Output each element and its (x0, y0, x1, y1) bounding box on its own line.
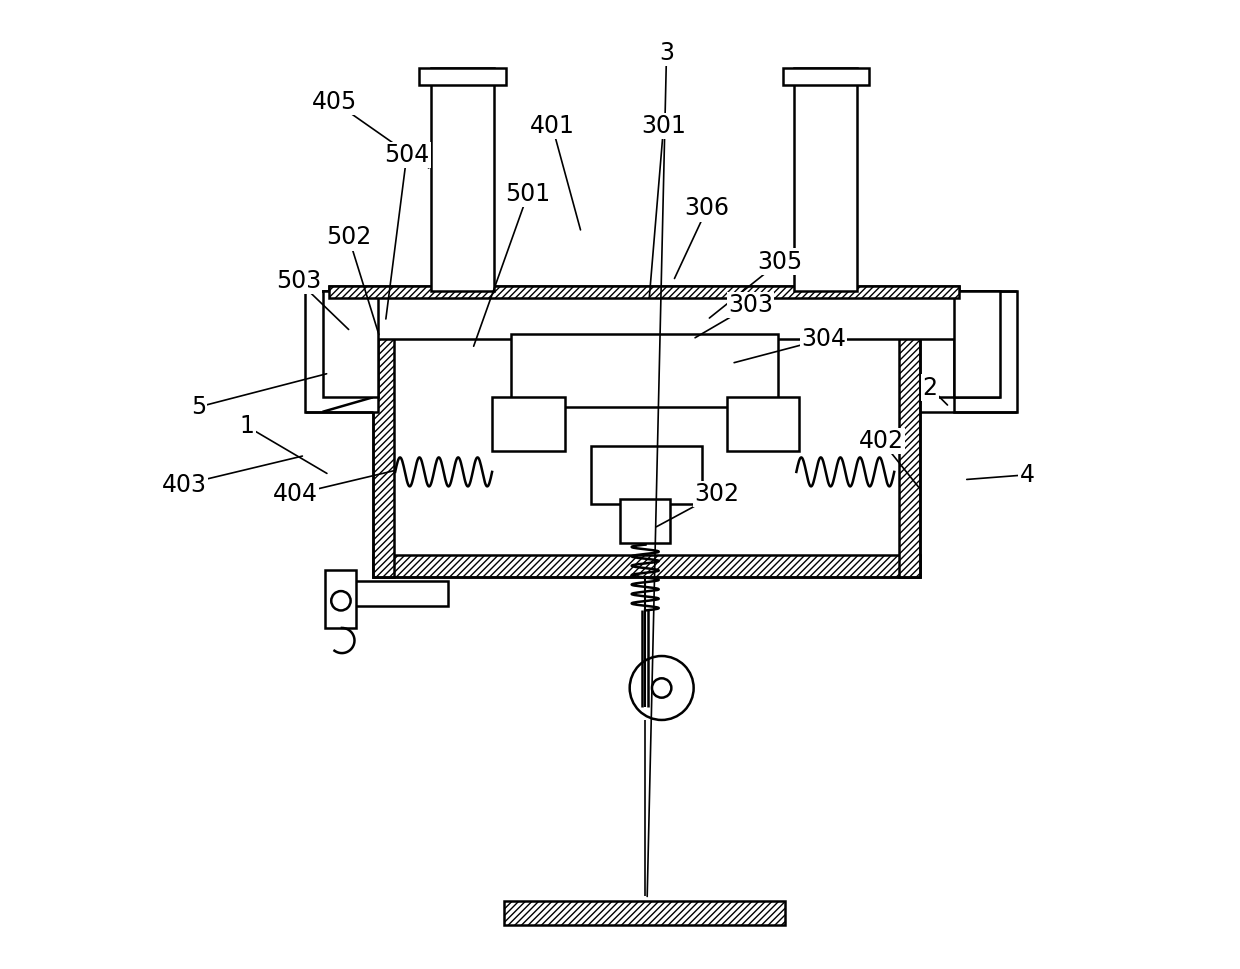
Text: 2: 2 (923, 376, 937, 399)
Bar (330, 286, 960, 339)
Bar (322, 291, 378, 397)
Bar (419, 68, 506, 85)
Text: 504: 504 (384, 143, 429, 167)
Bar (727, 397, 800, 451)
Text: 403: 403 (161, 473, 206, 496)
Text: 401: 401 (529, 114, 574, 138)
Text: 5: 5 (191, 395, 206, 419)
Bar (330, 581, 448, 606)
Bar (373, 291, 394, 577)
Bar (492, 397, 564, 451)
Bar (955, 291, 999, 397)
Bar (960, 296, 983, 329)
Text: 303: 303 (728, 294, 774, 317)
Bar (511, 334, 777, 407)
Text: 306: 306 (684, 197, 729, 220)
Text: 502: 502 (326, 226, 371, 249)
Text: 301: 301 (641, 114, 686, 138)
Text: 503: 503 (275, 269, 321, 293)
Text: 1: 1 (239, 415, 254, 438)
Text: 501: 501 (506, 182, 551, 205)
Bar (782, 68, 869, 85)
Bar (795, 68, 857, 291)
Text: 304: 304 (801, 328, 846, 351)
Bar (432, 68, 494, 291)
Bar (955, 291, 1017, 412)
Bar (325, 570, 356, 628)
Bar (591, 446, 702, 504)
Bar (899, 291, 920, 577)
Bar (394, 312, 899, 555)
Text: 404: 404 (273, 483, 317, 506)
Text: 4: 4 (1019, 463, 1034, 486)
Text: 3: 3 (658, 42, 675, 65)
Text: 302: 302 (694, 483, 739, 506)
Bar (330, 286, 960, 298)
Bar (373, 555, 920, 577)
Text: 305: 305 (758, 250, 802, 273)
Bar (373, 291, 920, 312)
Bar (620, 499, 671, 543)
Bar (305, 291, 378, 412)
Text: 402: 402 (859, 429, 904, 453)
Bar (503, 901, 785, 925)
Text: 405: 405 (311, 90, 357, 113)
Bar (373, 291, 920, 577)
